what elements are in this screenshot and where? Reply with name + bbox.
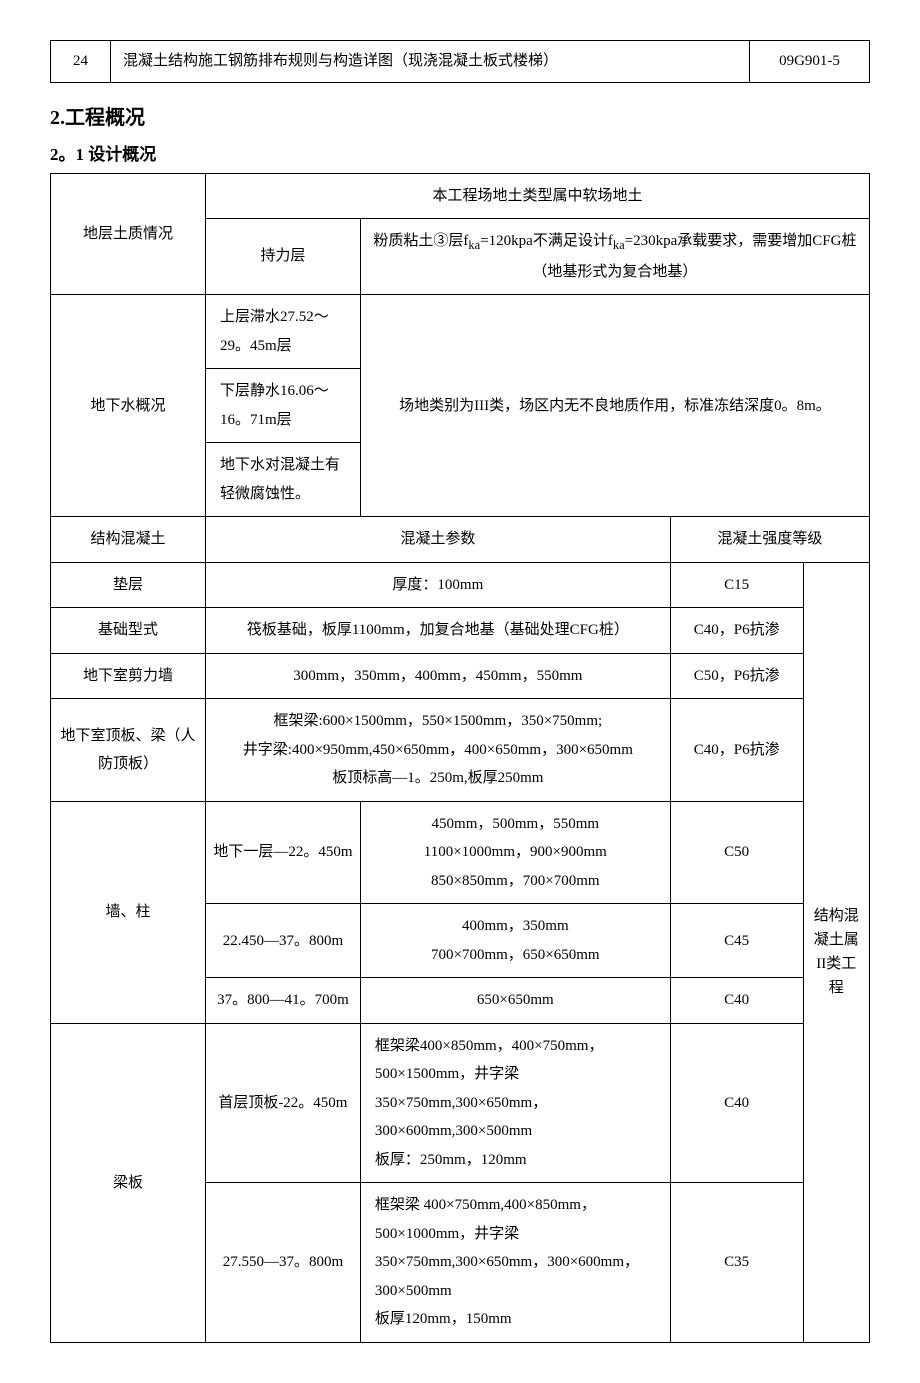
side-note: 结构混凝土属II类工程 <box>803 562 869 1342</box>
foundation-grade: C40，P6抗渗 <box>670 608 803 654</box>
ref-title: 混凝土结构施工钢筋排布规则与构造详图（现浇混凝土板式楼梯） <box>111 41 750 83</box>
shearwall-grade: C50，P6抗渗 <box>670 653 803 699</box>
wc-range-1: 地下一层—22。450m <box>205 801 360 904</box>
wc-grade-3: C40 <box>670 978 803 1024</box>
design-overview-table: 地层土质情况 本工程场地土类型属中软场地土 持力层 粉质粘土③层fka=120k… <box>50 173 870 1343</box>
reference-standard-table: 24 混凝土结构施工钢筋排布规则与构造详图（现浇混凝土板式楼梯） 09G901-… <box>50 40 870 83</box>
shearwall-label: 地下室剪力墙 <box>51 653 206 699</box>
gw-site-class: 场地类别为III类，场区内无不良地质作用，标准冻结深度0。8m。 <box>360 295 869 517</box>
gw-corrosion: 地下水对混凝土有轻微腐蚀性。 <box>205 443 360 517</box>
wc-grade-1: C50 <box>670 801 803 904</box>
ref-num: 24 <box>51 41 111 83</box>
bs-grade-1: C40 <box>670 1023 803 1183</box>
soil-type: 本工程场地土类型属中软场地土 <box>205 173 869 219</box>
section-heading: 2.工程概况 <box>50 101 870 130</box>
bs-range-1: 首层顶板-22。450m <box>205 1023 360 1183</box>
beam-slab-label: 梁板 <box>51 1023 206 1342</box>
structural-concrete-label: 结构混凝土 <box>51 517 206 563</box>
wc-dim-1: 450mm，500mm，550mm1100×1000mm，900×900mm85… <box>360 801 670 904</box>
bs-range-2: 27.550—37。800m <box>205 1183 360 1343</box>
wc-dim-2: 400mm，350mm700×700mm，650×650mm <box>360 904 670 978</box>
bearing-layer-label: 持力层 <box>205 219 360 295</box>
cushion-label: 垫层 <box>51 562 206 608</box>
wc-range-2: 22.450—37。800m <box>205 904 360 978</box>
ref-code: 09G901-5 <box>750 41 870 83</box>
gw-upper: 上层滞水27.52～29。45m层 <box>205 295 360 369</box>
wc-range-3: 37。800—41。700m <box>205 978 360 1024</box>
bs-grade-2: C35 <box>670 1183 803 1343</box>
soil-label: 地层土质情况 <box>51 173 206 295</box>
bearing-layer-note: 粉质粘土③层fka=120kpa不满足设计fka=230kpa承载要求，需要增加… <box>360 219 869 295</box>
concrete-grade-header: 混凝土强度等级 <box>670 517 869 563</box>
foundation-param: 筏板基础，板厚1100mm，加复合地基（基础处理CFG桩） <box>205 608 670 654</box>
basement-roof-label: 地下室顶板、梁（人防顶板） <box>51 699 206 802</box>
groundwater-label: 地下水概况 <box>51 295 206 517</box>
basement-roof-param: 框架梁:600×1500mm，550×1500mm，350×750mm;井字梁:… <box>205 699 670 802</box>
basement-roof-grade: C40，P6抗渗 <box>670 699 803 802</box>
bs-dim-1: 框架梁400×850mm，400×750mm，500×1500mm，井字梁 35… <box>360 1023 670 1183</box>
subsection-heading: 2。1 设计概况 <box>50 140 870 165</box>
shearwall-param: 300mm，350mm，400mm，450mm，550mm <box>205 653 670 699</box>
wall-column-label: 墙、柱 <box>51 801 206 1023</box>
wc-dim-3: 650×650mm <box>360 978 670 1024</box>
foundation-label: 基础型式 <box>51 608 206 654</box>
cushion-param: 厚度：100mm <box>205 562 670 608</box>
bs-dim-2: 框架梁 400×750mm,400×850mm，500×1000mm，井字梁35… <box>360 1183 670 1343</box>
wc-grade-2: C45 <box>670 904 803 978</box>
cushion-grade: C15 <box>670 562 803 608</box>
concrete-param-header: 混凝土参数 <box>205 517 670 563</box>
gw-lower: 下层静水16.06～16。71m层 <box>205 369 360 443</box>
